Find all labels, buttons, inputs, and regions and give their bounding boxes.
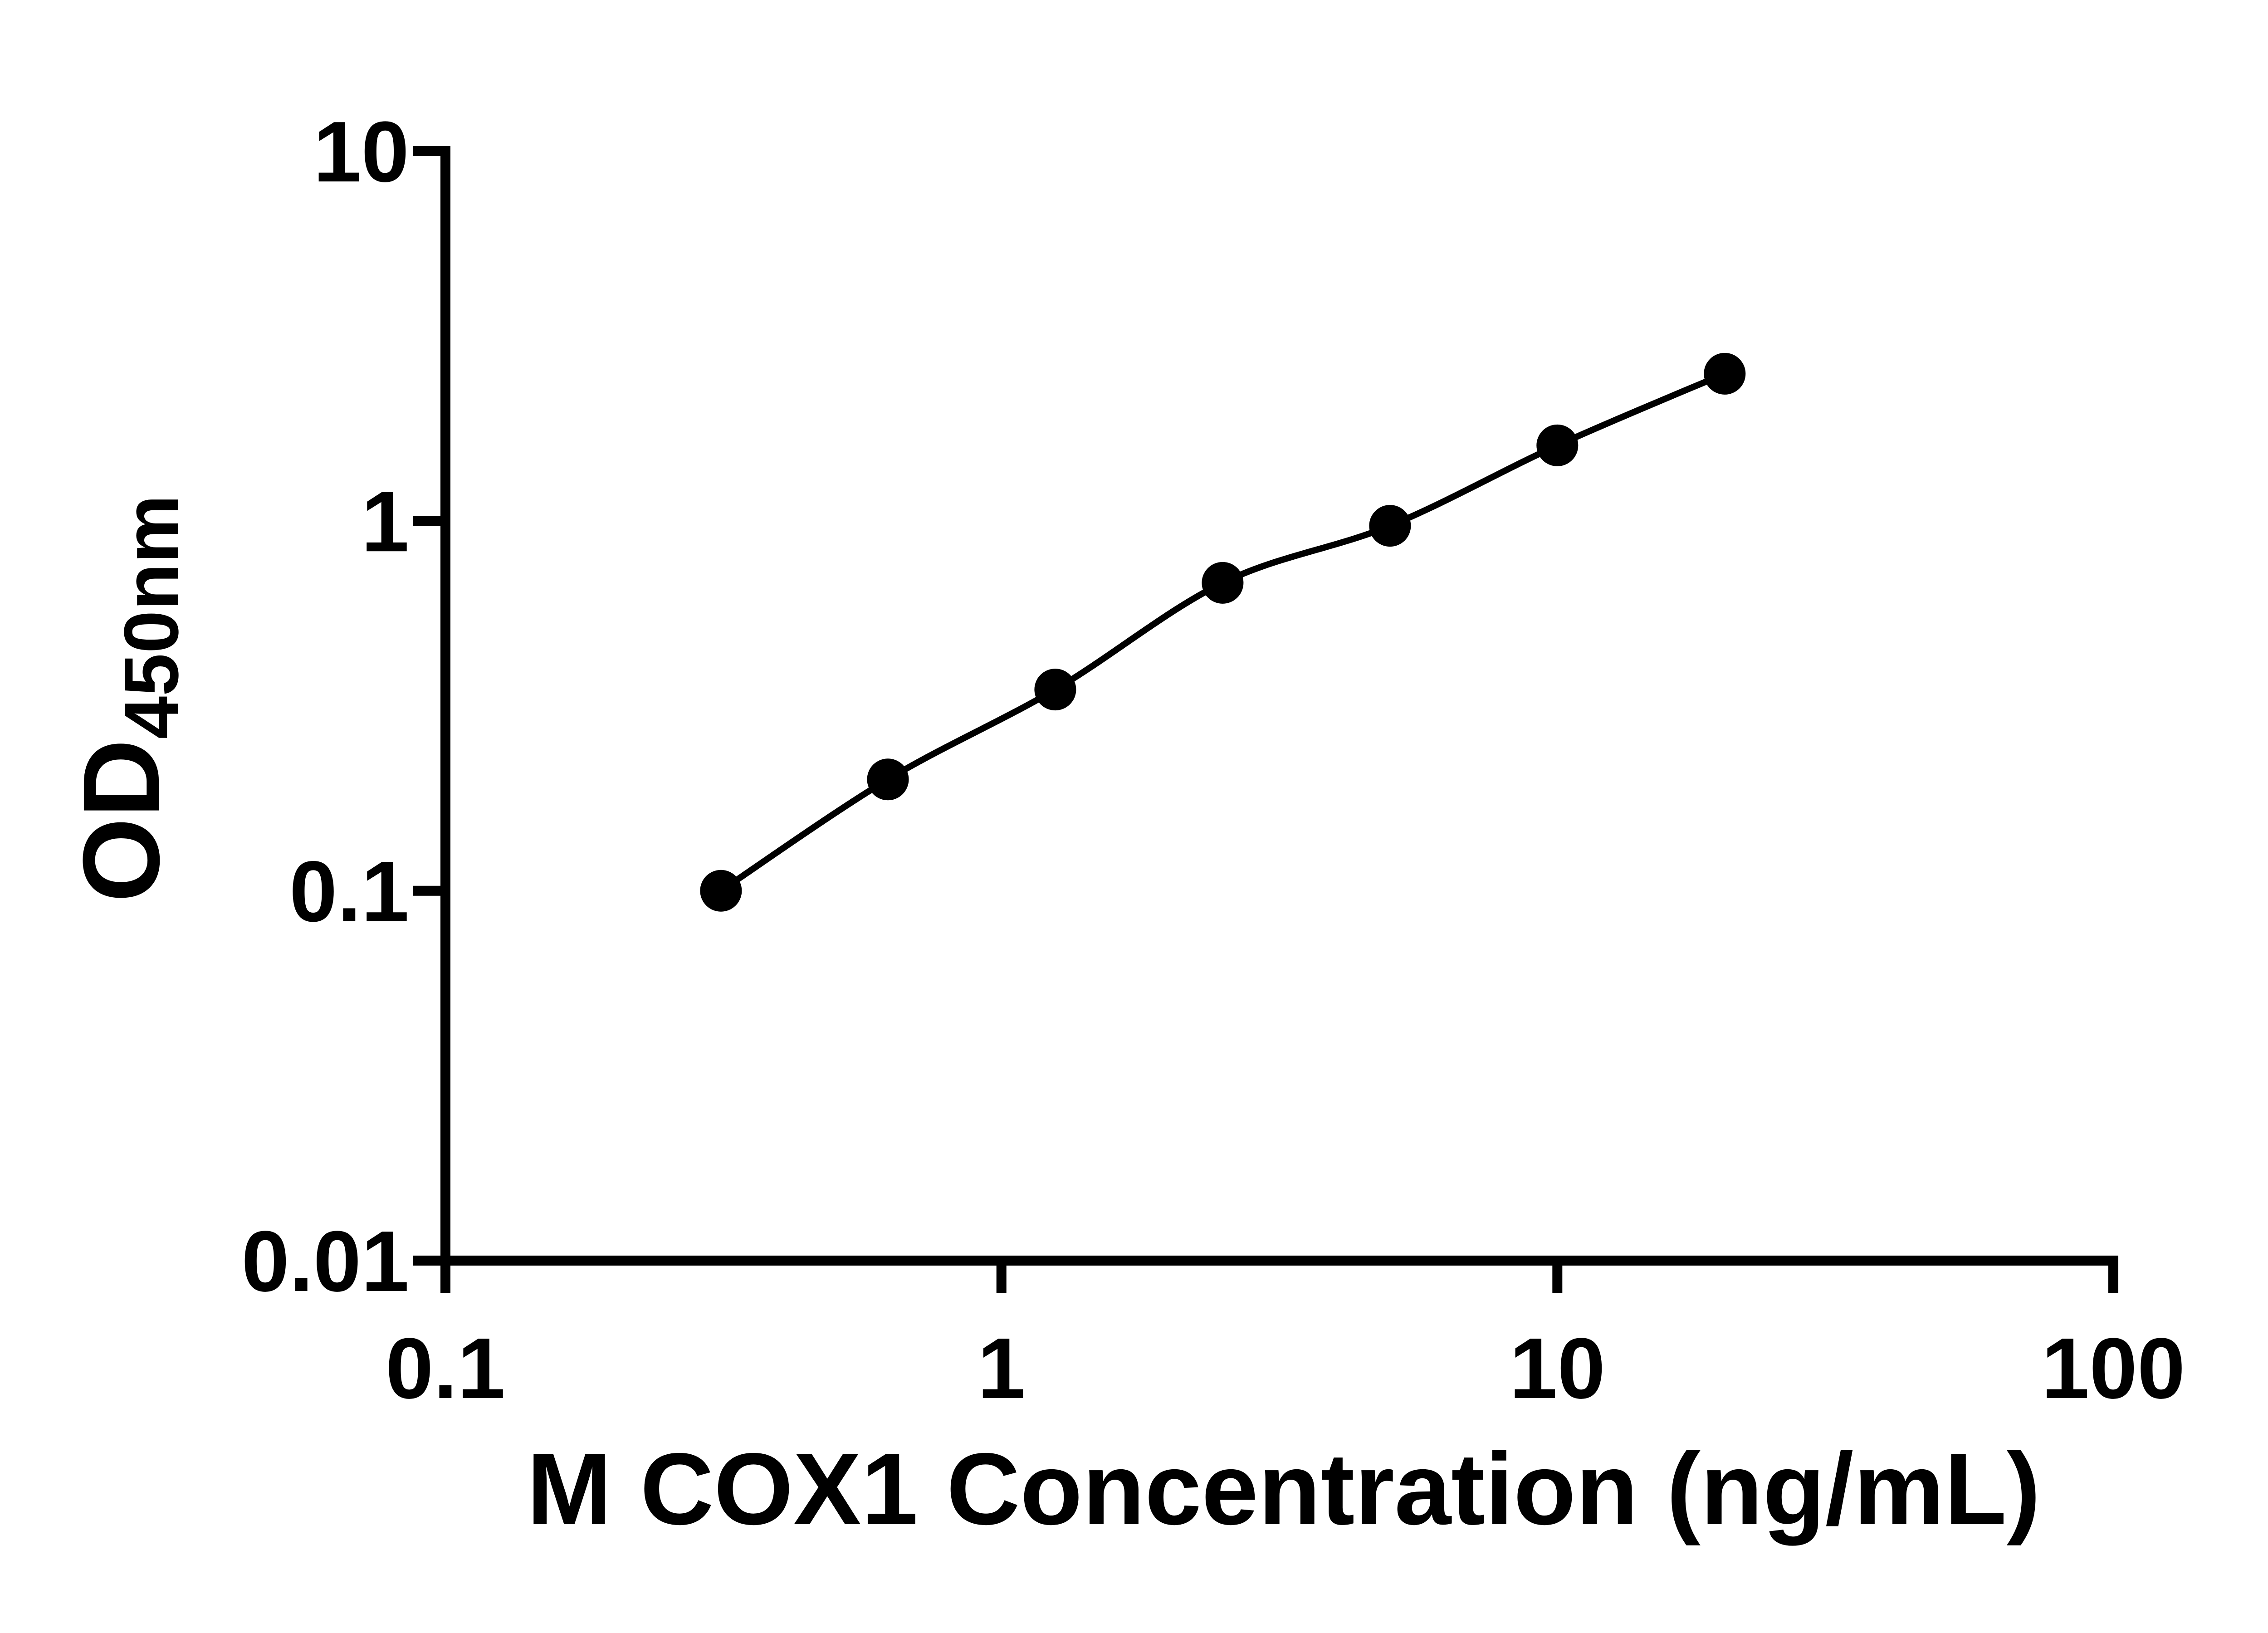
x-tick-label: 1 <box>978 1320 1026 1417</box>
y-tick-label: 0.01 <box>241 1213 409 1310</box>
data-point <box>1034 669 1076 711</box>
ticks-layer <box>413 146 2118 1293</box>
series-layer <box>700 352 1746 912</box>
x-axis-title: M COX1 Concentration (ng/mL) <box>527 1432 2040 1546</box>
y-axis-title-base: OD <box>60 739 182 902</box>
data-point <box>700 870 742 912</box>
data-point <box>1704 352 1746 395</box>
x-tick-label: 10 <box>1510 1320 1605 1417</box>
y-tick-label: 10 <box>313 104 409 200</box>
data-point <box>1536 424 1579 466</box>
data-point <box>1369 505 1411 547</box>
data-point <box>1202 562 1244 604</box>
y-axis-title-subscript: 450nm <box>108 495 195 739</box>
y-tick-label: 1 <box>361 474 409 570</box>
x-tick-label: 0.1 <box>386 1320 505 1417</box>
y-tick-label: 0.1 <box>289 844 409 940</box>
x-tick-label: 100 <box>2041 1320 2185 1417</box>
y-axis-title: OD450nm <box>60 495 195 903</box>
axes-layer <box>440 146 2118 1266</box>
data-point <box>867 758 909 801</box>
tick-labels-layer: 0.1 1 10 100 0.01 0.1 1 10 <box>241 104 2185 1417</box>
